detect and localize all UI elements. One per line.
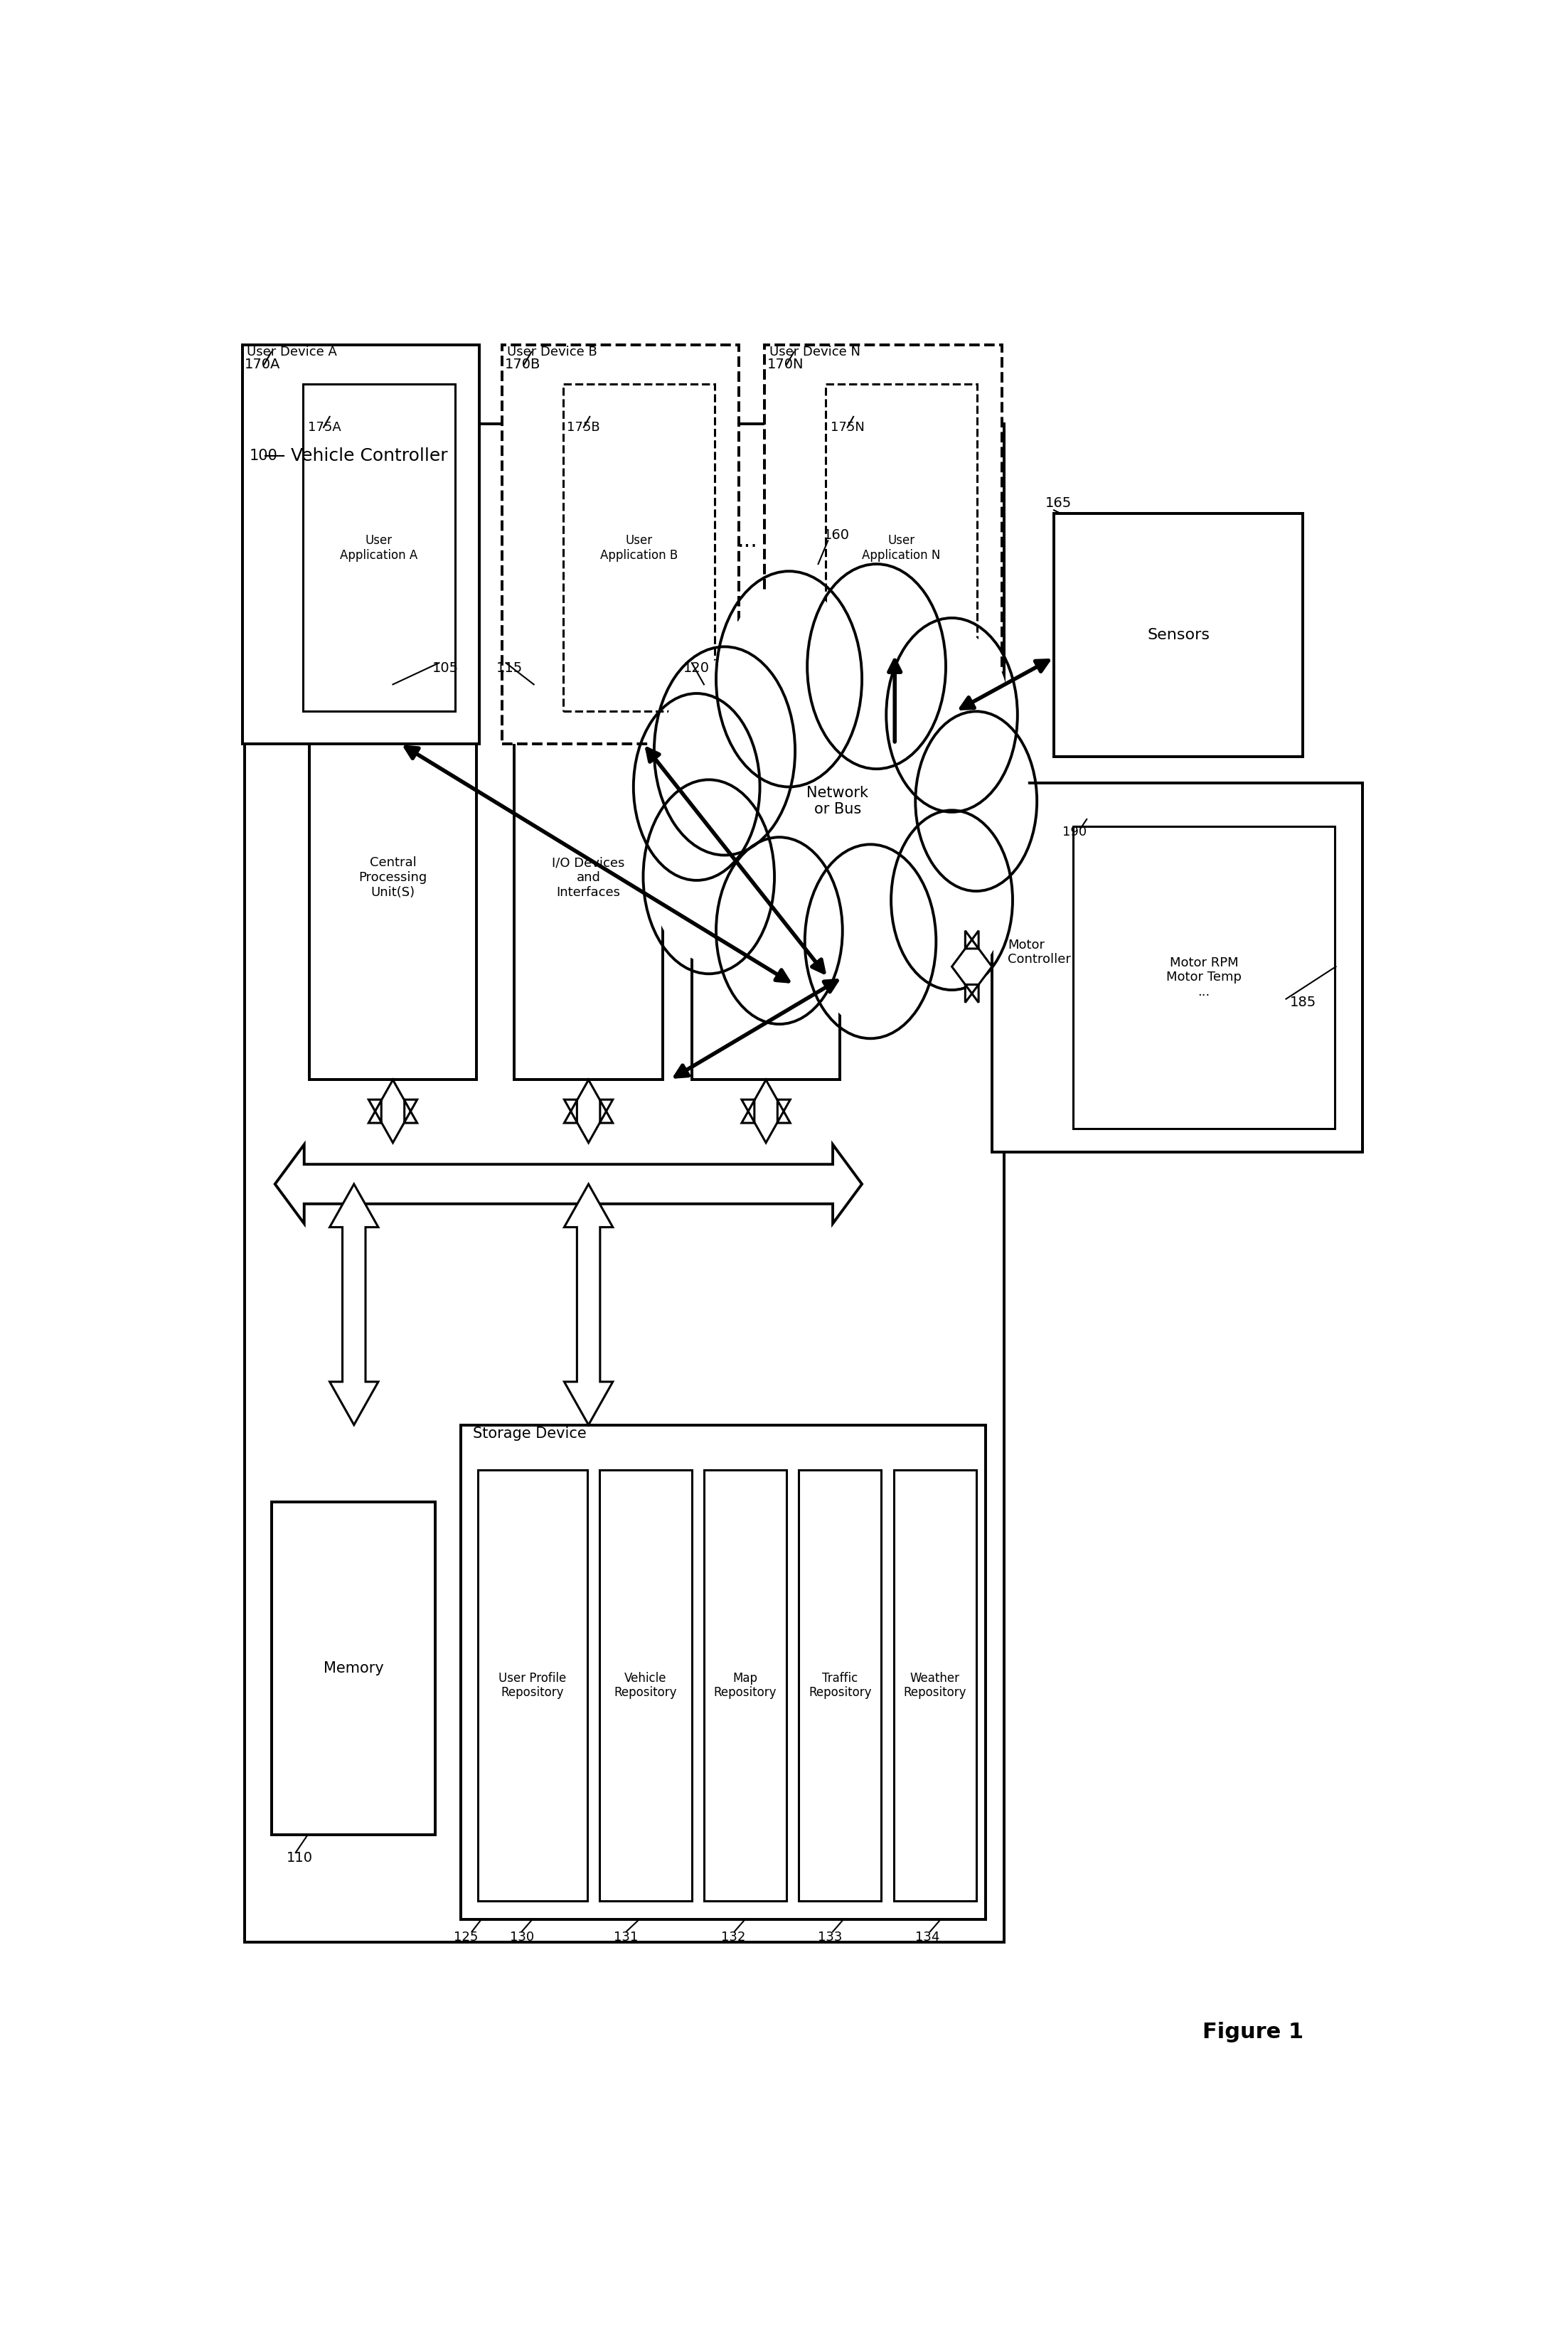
- Circle shape: [724, 584, 853, 775]
- FancyBboxPatch shape: [271, 1503, 436, 1835]
- Text: Destination
Assurance
Engine: Destination Assurance Engine: [729, 857, 803, 899]
- FancyBboxPatch shape: [461, 1424, 986, 1919]
- Text: User Device A: User Device A: [248, 345, 337, 359]
- Text: Sensors: Sensors: [1148, 628, 1210, 642]
- Text: Storage Device: Storage Device: [474, 1426, 586, 1440]
- Text: Figure 1: Figure 1: [1203, 2021, 1303, 2042]
- FancyBboxPatch shape: [303, 385, 455, 712]
- FancyBboxPatch shape: [241, 345, 480, 745]
- FancyBboxPatch shape: [309, 675, 477, 1081]
- Text: 165: 165: [1046, 497, 1073, 509]
- Text: 170B: 170B: [505, 357, 541, 371]
- Text: 175N: 175N: [831, 420, 864, 434]
- Text: 115: 115: [497, 661, 522, 675]
- Text: Map
Repository: Map Repository: [713, 1671, 776, 1699]
- Text: 130: 130: [510, 1930, 533, 1944]
- Polygon shape: [564, 1183, 613, 1424]
- Text: User
Application B: User Application B: [601, 534, 677, 562]
- Text: Vehicle
Repository: Vehicle Repository: [615, 1671, 677, 1699]
- Text: I/O Devices
and
Interfaces: I/O Devices and Interfaces: [552, 857, 626, 899]
- Circle shape: [641, 705, 753, 868]
- Text: 134: 134: [916, 1930, 939, 1944]
- Text: 175A: 175A: [307, 420, 342, 434]
- Text: Motor RPM
Motor Temp
...: Motor RPM Motor Temp ...: [1167, 957, 1242, 999]
- FancyBboxPatch shape: [993, 784, 1363, 1151]
- Polygon shape: [329, 1183, 378, 1424]
- Text: 120: 120: [684, 661, 710, 675]
- FancyBboxPatch shape: [599, 1470, 691, 1902]
- Text: 110: 110: [285, 1851, 312, 1865]
- Text: ...: ...: [737, 530, 757, 551]
- FancyBboxPatch shape: [478, 1470, 588, 1902]
- Text: 190: 190: [1063, 826, 1087, 838]
- Polygon shape: [742, 1081, 790, 1144]
- Text: 170N: 170N: [767, 357, 804, 371]
- FancyBboxPatch shape: [1054, 513, 1303, 756]
- FancyBboxPatch shape: [514, 675, 663, 1081]
- Text: User
Application N: User Application N: [862, 534, 941, 562]
- Circle shape: [651, 791, 767, 962]
- Text: User
Application A: User Application A: [340, 534, 417, 562]
- Circle shape: [894, 630, 1010, 801]
- FancyBboxPatch shape: [502, 345, 739, 745]
- Polygon shape: [564, 1081, 613, 1144]
- Text: 170A: 170A: [245, 357, 281, 371]
- Text: User Device B: User Device B: [506, 345, 597, 359]
- FancyBboxPatch shape: [765, 345, 1002, 745]
- Text: 133: 133: [818, 1930, 842, 1944]
- FancyBboxPatch shape: [704, 1470, 787, 1902]
- Text: User Device N: User Device N: [770, 345, 861, 359]
- Text: 175B: 175B: [566, 420, 601, 434]
- Text: 105: 105: [431, 661, 458, 675]
- FancyBboxPatch shape: [798, 1470, 881, 1902]
- FancyBboxPatch shape: [691, 675, 840, 1081]
- Circle shape: [898, 822, 1005, 980]
- Text: Memory: Memory: [323, 1662, 384, 1676]
- FancyBboxPatch shape: [245, 425, 1004, 1942]
- Text: Network
or Bus: Network or Bus: [806, 787, 869, 817]
- Text: 125: 125: [453, 1930, 478, 1944]
- Circle shape: [812, 857, 928, 1027]
- Text: Central
Processing
Unit(S): Central Processing Unit(S): [359, 857, 426, 899]
- Text: 100: 100: [249, 448, 278, 464]
- Polygon shape: [274, 1144, 862, 1223]
- FancyBboxPatch shape: [1074, 826, 1334, 1127]
- Text: 131: 131: [615, 1930, 638, 1944]
- Circle shape: [734, 649, 941, 955]
- FancyBboxPatch shape: [563, 385, 715, 712]
- Polygon shape: [368, 1081, 417, 1144]
- Polygon shape: [952, 931, 993, 1004]
- Text: Vehicle Controller: Vehicle Controller: [290, 448, 448, 464]
- FancyBboxPatch shape: [825, 385, 977, 712]
- Circle shape: [663, 658, 787, 843]
- Text: Motor
Controller: Motor Controller: [1008, 938, 1071, 966]
- FancyBboxPatch shape: [894, 1470, 977, 1902]
- Circle shape: [815, 576, 938, 756]
- Text: User Profile
Repository: User Profile Repository: [499, 1671, 566, 1699]
- Circle shape: [922, 721, 1030, 880]
- Text: 185: 185: [1289, 997, 1316, 1008]
- Text: Weather
Repository: Weather Repository: [903, 1671, 966, 1699]
- Text: Traffic
Repository: Traffic Repository: [809, 1671, 872, 1699]
- Circle shape: [724, 850, 834, 1013]
- Text: 160: 160: [823, 527, 850, 541]
- Text: 132: 132: [721, 1930, 745, 1944]
